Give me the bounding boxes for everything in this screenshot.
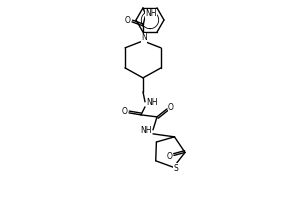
Text: O: O bbox=[125, 16, 131, 25]
Text: O: O bbox=[122, 107, 128, 116]
Text: S: S bbox=[173, 164, 178, 173]
Text: NH: NH bbox=[145, 9, 157, 18]
Text: NH: NH bbox=[140, 126, 152, 135]
Text: NH: NH bbox=[146, 98, 158, 107]
Text: O: O bbox=[168, 103, 174, 112]
Text: O: O bbox=[167, 152, 173, 161]
Text: N: N bbox=[141, 33, 147, 42]
